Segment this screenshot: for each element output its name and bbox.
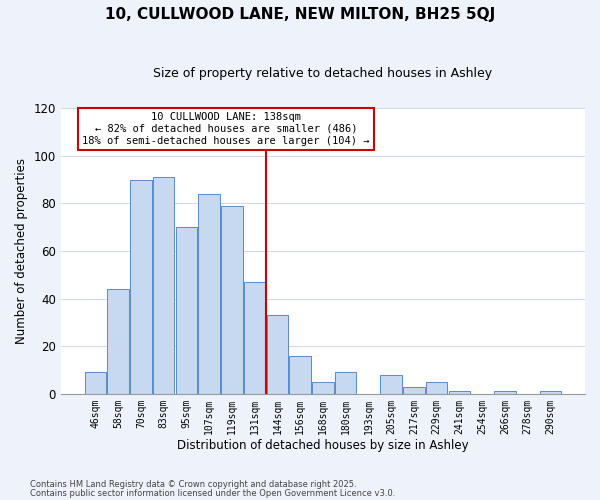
Bar xyxy=(403,386,425,394)
Bar xyxy=(153,177,175,394)
Text: Contains public sector information licensed under the Open Government Licence v3: Contains public sector information licen… xyxy=(30,488,395,498)
Bar xyxy=(266,315,288,394)
Bar xyxy=(130,180,152,394)
Bar xyxy=(244,282,265,394)
Bar xyxy=(176,227,197,394)
Bar xyxy=(85,372,106,394)
Bar xyxy=(289,356,311,394)
Bar xyxy=(449,392,470,394)
Bar xyxy=(199,194,220,394)
Text: Contains HM Land Registry data © Crown copyright and database right 2025.: Contains HM Land Registry data © Crown c… xyxy=(30,480,356,489)
X-axis label: Distribution of detached houses by size in Ashley: Distribution of detached houses by size … xyxy=(177,440,469,452)
Bar xyxy=(312,382,334,394)
Bar xyxy=(494,392,515,394)
Bar xyxy=(107,289,129,394)
Text: 10 CULLWOOD LANE: 138sqm
← 82% of detached houses are smaller (486)
18% of semi-: 10 CULLWOOD LANE: 138sqm ← 82% of detach… xyxy=(82,112,370,146)
Bar xyxy=(426,382,448,394)
Bar xyxy=(221,206,243,394)
Bar xyxy=(539,392,561,394)
Bar xyxy=(380,375,402,394)
Title: Size of property relative to detached houses in Ashley: Size of property relative to detached ho… xyxy=(154,68,493,80)
Y-axis label: Number of detached properties: Number of detached properties xyxy=(15,158,28,344)
Text: 10, CULLWOOD LANE, NEW MILTON, BH25 5QJ: 10, CULLWOOD LANE, NEW MILTON, BH25 5QJ xyxy=(105,8,495,22)
Bar xyxy=(335,372,356,394)
